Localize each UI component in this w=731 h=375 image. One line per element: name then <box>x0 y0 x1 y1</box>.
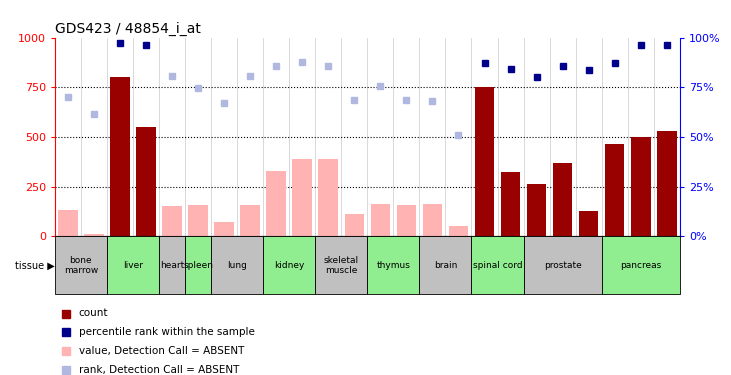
Bar <box>211 236 263 294</box>
Bar <box>553 163 572 236</box>
Text: spleen: spleen <box>183 261 213 270</box>
Bar <box>315 236 367 294</box>
Text: brain: brain <box>433 261 457 270</box>
Bar <box>344 214 364 236</box>
Text: tissue ▶: tissue ▶ <box>15 260 55 270</box>
Text: skeletal
muscle: skeletal muscle <box>324 256 359 274</box>
Bar <box>58 210 77 236</box>
Text: percentile rank within the sample: percentile rank within the sample <box>78 327 254 337</box>
Bar <box>266 171 286 236</box>
Text: thymus: thymus <box>376 261 410 270</box>
Bar <box>397 206 416 236</box>
Bar <box>292 159 312 236</box>
Bar <box>449 226 469 236</box>
Bar <box>579 211 599 236</box>
Bar <box>162 206 182 236</box>
Bar <box>420 236 471 294</box>
Bar <box>371 204 390 236</box>
Text: liver: liver <box>123 261 143 270</box>
Bar <box>605 144 624 236</box>
Bar <box>423 204 442 236</box>
Bar <box>263 236 315 294</box>
Bar <box>631 137 651 236</box>
Text: pancreas: pancreas <box>620 261 662 270</box>
Bar <box>84 234 104 236</box>
Text: bone
marrow: bone marrow <box>64 256 98 274</box>
Text: kidney: kidney <box>274 261 304 270</box>
Text: value, Detection Call = ABSENT: value, Detection Call = ABSENT <box>78 346 244 356</box>
Bar <box>55 236 107 294</box>
Text: count: count <box>78 309 108 318</box>
Bar <box>474 87 494 236</box>
Bar <box>214 222 234 236</box>
Bar <box>159 236 185 294</box>
Bar <box>189 206 208 236</box>
Bar <box>110 77 129 236</box>
Text: spinal cord: spinal cord <box>473 261 523 270</box>
Text: lung: lung <box>227 261 247 270</box>
Bar <box>136 127 156 236</box>
Bar <box>523 236 602 294</box>
Bar <box>527 184 546 236</box>
Bar <box>471 236 523 294</box>
Text: rank, Detection Call = ABSENT: rank, Detection Call = ABSENT <box>78 365 239 375</box>
Bar <box>501 172 520 236</box>
Bar <box>657 131 677 236</box>
Bar <box>367 236 420 294</box>
Text: heart: heart <box>160 261 184 270</box>
Bar <box>319 159 338 236</box>
Bar <box>185 236 211 294</box>
Bar <box>107 236 159 294</box>
Bar <box>602 236 680 294</box>
Text: prostate: prostate <box>544 261 582 270</box>
Bar <box>240 206 260 236</box>
Text: GDS423 / 48854_i_at: GDS423 / 48854_i_at <box>55 22 201 36</box>
